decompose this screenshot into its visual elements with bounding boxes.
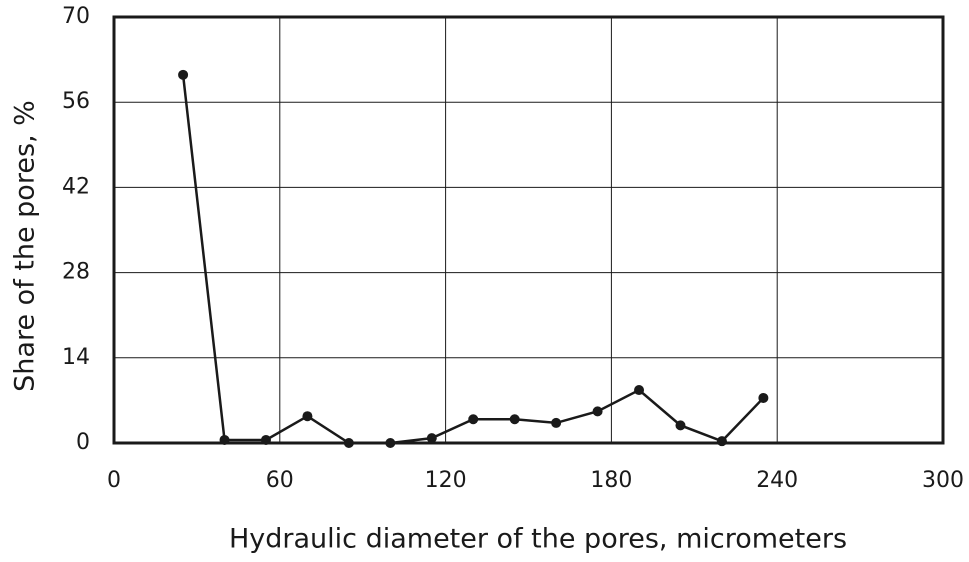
data-point [343, 438, 354, 448]
data-point [509, 414, 520, 425]
data-point [758, 392, 769, 403]
x-axis-label: Hydraulic diameter of the pores, microme… [229, 524, 847, 555]
data-line [181, 74, 765, 445]
data-point [675, 420, 686, 431]
data-point [592, 406, 603, 417]
data-point [634, 385, 645, 396]
y-tick-label: 56 [62, 89, 90, 114]
data-point [468, 414, 479, 425]
data-point [385, 438, 396, 448]
data-point [551, 417, 562, 428]
x-tick-label: 60 [266, 468, 294, 493]
data-point [178, 69, 189, 80]
x-tick-label: 180 [590, 468, 632, 493]
x-tick-label: 0 [107, 468, 121, 493]
data-point [302, 411, 313, 422]
y-tick-label: 42 [62, 174, 90, 199]
data-point [219, 434, 230, 445]
y-tick-label: 70 [62, 4, 90, 29]
x-tick-label: 300 [922, 468, 964, 493]
y-axis-label: Share of the pores, % [10, 100, 41, 392]
y-tick-label: 14 [62, 345, 90, 370]
x-tick-label: 240 [756, 468, 798, 493]
data-point [426, 433, 437, 444]
y-tick-label: 0 [76, 430, 90, 455]
x-tick-label: 120 [425, 468, 467, 493]
plot-frame [112, 15, 945, 445]
data-point [716, 436, 727, 447]
data-point [260, 434, 271, 445]
y-tick-label: 28 [62, 260, 90, 285]
